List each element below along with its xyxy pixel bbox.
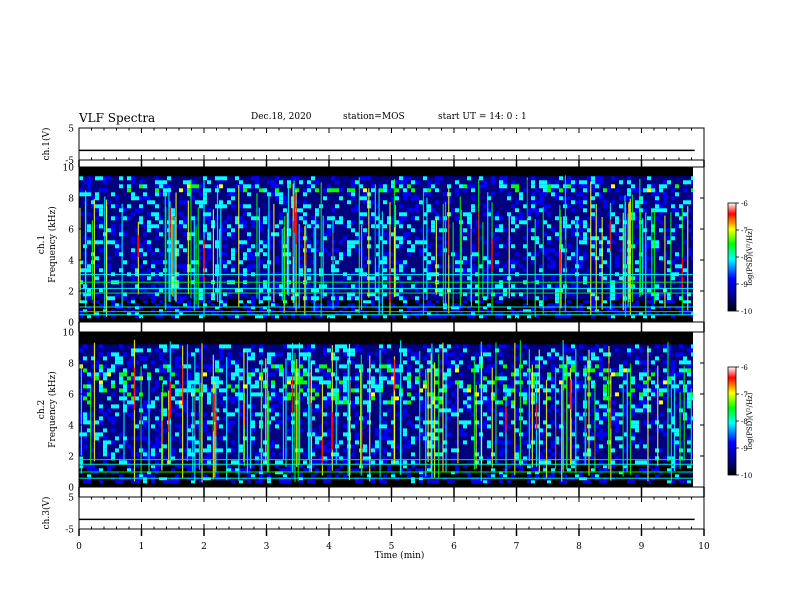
ytick-label: 2 [68,288,74,298]
ytick-label: -5 [65,157,74,167]
colorbar-tick-label: -7 [741,227,748,235]
ch3-waveform-ylabel: ch.3(V) [41,497,52,530]
ch1-waveform-ylabel: ch.1(V) [41,128,52,161]
ytick-label: 2 [68,453,74,463]
xtick-label: 4 [326,542,332,552]
start-time-label: start UT = 14: 0 : 1 [438,112,527,122]
ch1-spectrogram [79,167,693,322]
colorbar-tick-label: -8 [741,418,748,426]
colorbar-tick-label: -6 [741,200,748,208]
ytick-label: 10 [63,164,75,174]
colorbar-tick-label: -9 [741,281,748,289]
xtick-label: 9 [639,542,645,552]
ytick-label: 0 [68,484,74,494]
xtick-label: 6 [451,542,457,552]
colorbar-tick-label: -6 [741,364,748,372]
colorbar-tick-label: -8 [741,254,748,262]
ytick-label: 8 [68,360,74,370]
xtick-label: 7 [514,542,520,552]
xtick-label: 5 [389,542,395,552]
ch2-frequency-ylabel: Frequency (kHz) [47,371,58,448]
ytick-label: 6 [68,391,74,401]
x-axis-label: Time (min) [375,550,425,561]
xtick-label: 8 [576,542,582,552]
date-label: Dec.18, 2020 [251,112,312,122]
ch2-spectrogram [79,332,693,487]
colorbar-tick-label: -10 [741,472,752,480]
ytick-label: 8 [68,195,74,205]
station-label: station=MOS [343,112,405,122]
colorbar-tick-label: -10 [741,308,752,316]
ytick-label: 6 [68,226,74,236]
colorbar-label: log(PSD)(V²/Hz) [746,228,754,285]
axis-ticks [78,127,739,536]
colorbar-tick-label: -7 [741,391,748,399]
ch2-frequency-ylabel-channel: ch.2 [37,400,47,419]
ch2-colorbar [727,366,737,476]
xtick-label: 3 [264,542,270,552]
ytick-label: -5 [65,526,74,536]
ch1-frequency-ylabel: Frequency (kHz) [47,206,58,283]
xtick-label: 10 [698,542,710,552]
ytick-label: 4 [68,257,74,267]
xtick-label: 1 [139,542,145,552]
ytick-label: 5 [68,125,74,135]
xtick-label: 2 [201,542,207,552]
colorbar-label: log(PSD)(V²/Hz) [746,392,754,449]
ytick-label: 10 [63,329,75,339]
xtick-label: 0 [76,542,82,552]
ytick-label: 0 [68,319,74,329]
figure-title: VLF Spectra [79,111,156,125]
colorbar-tick-label: -9 [741,445,748,453]
ch1-frequency-ylabel-channel: ch.1 [37,235,47,254]
ytick-label: 4 [68,422,74,432]
ytick-label: 5 [68,494,74,504]
ch1-colorbar [727,202,737,312]
